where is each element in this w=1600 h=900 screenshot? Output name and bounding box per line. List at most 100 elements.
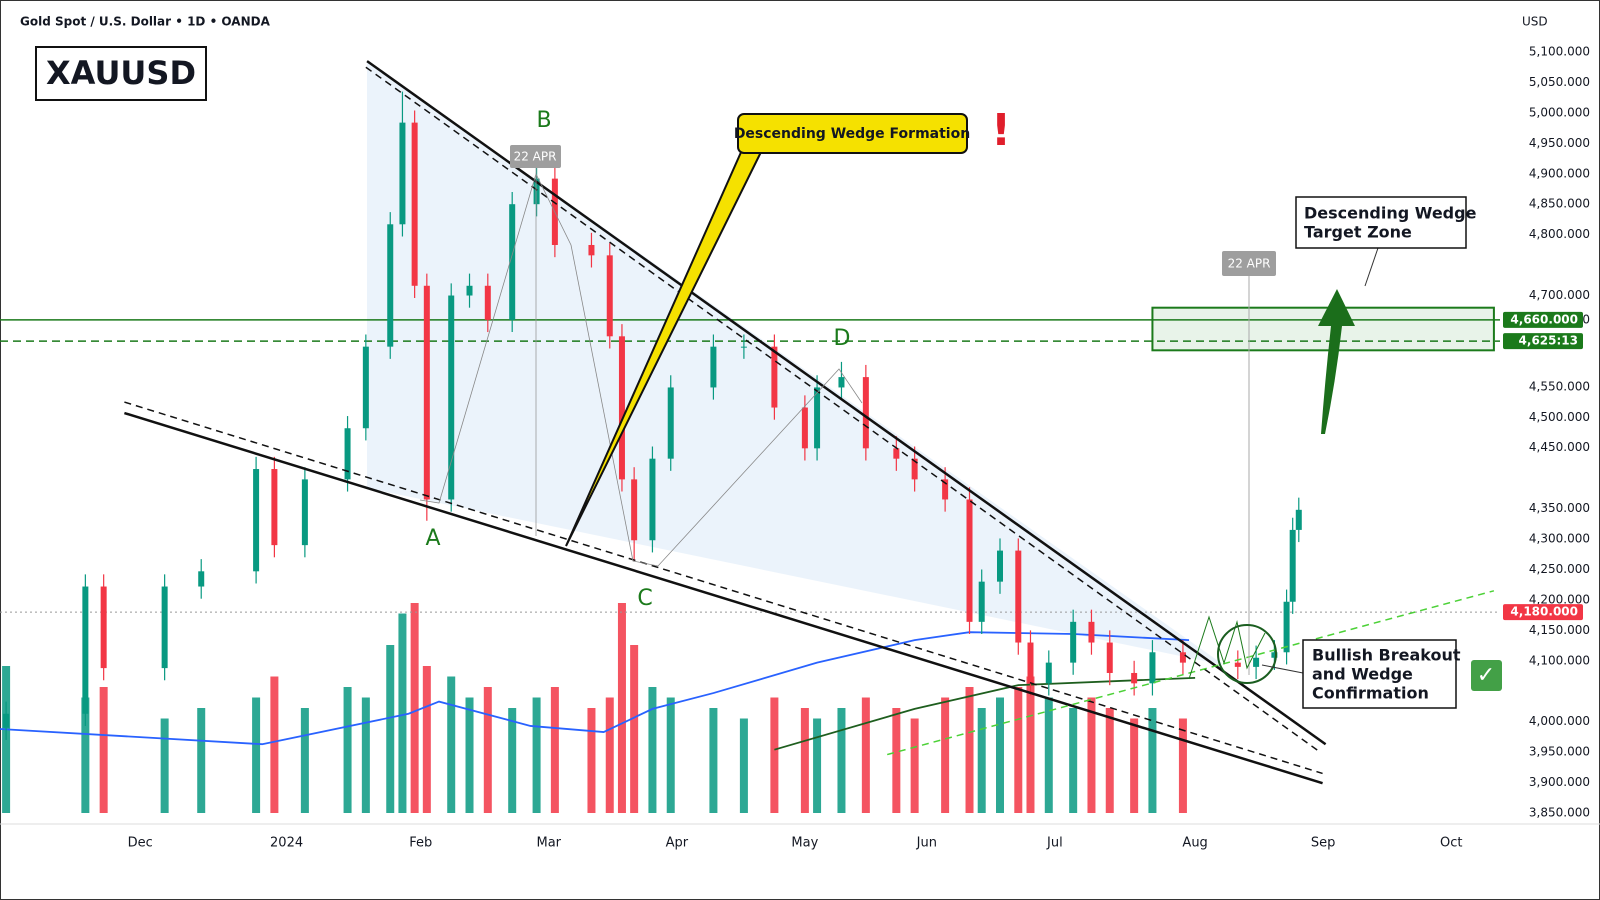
price-tag-text: 4,660.000	[1510, 312, 1578, 326]
y-tick-label: 4,550.000	[1529, 379, 1590, 393]
symbol: XAUUSD	[46, 54, 196, 92]
volume-bar	[386, 645, 395, 813]
volume-bar	[910, 718, 919, 813]
volume-bar	[343, 687, 352, 813]
candle-body	[649, 458, 656, 541]
volume-bar	[892, 708, 901, 813]
candle-body	[423, 285, 430, 500]
breakout-label: Confirmation	[1312, 684, 1429, 703]
candle-body	[1283, 601, 1290, 653]
candle-body	[838, 377, 845, 388]
volume-bar	[447, 676, 456, 813]
candle-body	[893, 448, 900, 459]
axis-layer: 5,100.000 5,050.000 5,000.000 4,950.000 4,90…	[128, 45, 1590, 851]
candle-body	[1295, 509, 1302, 530]
y-tick-label: 4,000.000	[1529, 714, 1590, 728]
wave-label: A	[425, 526, 440, 551]
plot-layer	[0, 60, 1600, 825]
candle-body	[509, 204, 516, 320]
y-tick-label: 4,300.000	[1529, 532, 1590, 546]
y-tick-label: 3,850.000	[1529, 806, 1590, 820]
volume-bar	[965, 687, 974, 813]
volume-bar	[813, 718, 822, 813]
candle-body	[198, 571, 205, 587]
volume-bar	[800, 708, 809, 813]
candle-body	[1253, 657, 1260, 667]
candle-body	[533, 178, 540, 205]
candle-body	[1027, 642, 1034, 684]
callout-box	[737, 113, 968, 154]
candle-body	[667, 387, 674, 459]
date-tag	[510, 145, 561, 168]
volume-bar	[1014, 687, 1023, 813]
wave-path	[419, 172, 863, 567]
volume-bar	[550, 687, 559, 813]
volume-bar	[1087, 697, 1096, 813]
volume-bar	[1148, 708, 1157, 813]
price-tag-text: 4,625:13	[1519, 334, 1578, 348]
candle-body	[942, 479, 949, 500]
y-tick-label: 4,900.000	[1529, 166, 1590, 180]
volume-bar	[99, 687, 108, 813]
volume-bar	[410, 603, 419, 813]
label-pointer	[1364, 247, 1379, 287]
volume-bar	[666, 697, 675, 813]
target-label: Descending Wedge	[1304, 204, 1477, 223]
date-tag-text: 22 APR	[1228, 257, 1271, 271]
volume-bar	[587, 708, 596, 813]
candle-body	[631, 479, 638, 541]
trendline	[124, 411, 1323, 785]
candle-body	[1149, 652, 1156, 684]
trendline	[365, 66, 1321, 753]
candle-body	[710, 346, 717, 388]
volume-bar	[361, 697, 370, 813]
wave-label: C	[637, 586, 652, 611]
volume-bar	[160, 718, 169, 813]
volume-bar	[532, 697, 541, 813]
price-tag	[1503, 333, 1583, 350]
candle-body	[448, 295, 455, 500]
x-tick-label: Mar	[537, 836, 562, 851]
x-tick-label: 2024	[270, 836, 303, 851]
check-mark: ✓	[1477, 663, 1495, 688]
candle-body	[771, 346, 778, 408]
target-label: Target Zone	[1304, 223, 1412, 242]
y-tick-label: 5,000.000	[1529, 105, 1590, 119]
candle-body	[997, 550, 1003, 582]
price-tag-text: 4,180.000	[1510, 605, 1578, 619]
volume-bar	[996, 697, 1004, 813]
candle-body	[801, 407, 808, 449]
candle-body	[344, 428, 351, 480]
volume-bar	[465, 697, 474, 813]
candle-body	[161, 586, 168, 669]
candle-body	[3, 713, 10, 728]
candle-body	[100, 586, 107, 669]
candle-body	[1088, 621, 1095, 643]
candle-body	[466, 285, 473, 296]
y-tick-label: 4,250.000	[1529, 562, 1590, 576]
y-tick-label: 4,450.000	[1529, 440, 1590, 454]
projection-path	[1188, 615, 1266, 680]
candle-body	[966, 499, 973, 622]
volume-bar	[941, 697, 950, 813]
y-tick-label: 4,350.000	[1529, 501, 1590, 515]
y-tick-label: 5,100.000	[1529, 45, 1590, 59]
y-tick-label: 4,100.000	[1529, 653, 1590, 667]
candle-body	[606, 255, 613, 337]
candle-body	[1106, 642, 1113, 673]
candle-body	[82, 586, 89, 714]
volume-bar	[508, 708, 517, 813]
candle-body	[1234, 662, 1241, 667]
candle-body	[362, 346, 369, 429]
candle-body	[301, 479, 308, 546]
label-pointer	[1261, 664, 1304, 674]
candle-body	[271, 469, 278, 546]
volume-bar	[837, 708, 846, 813]
volume-bar	[252, 697, 261, 813]
volume-bar	[709, 708, 718, 813]
volume-bar	[617, 603, 626, 813]
breakout-label: and Wedge	[1312, 665, 1413, 684]
x-tick-label: Apr	[666, 836, 689, 851]
x-tick-label: Jun	[916, 836, 937, 851]
currency: USD	[1522, 15, 1548, 29]
